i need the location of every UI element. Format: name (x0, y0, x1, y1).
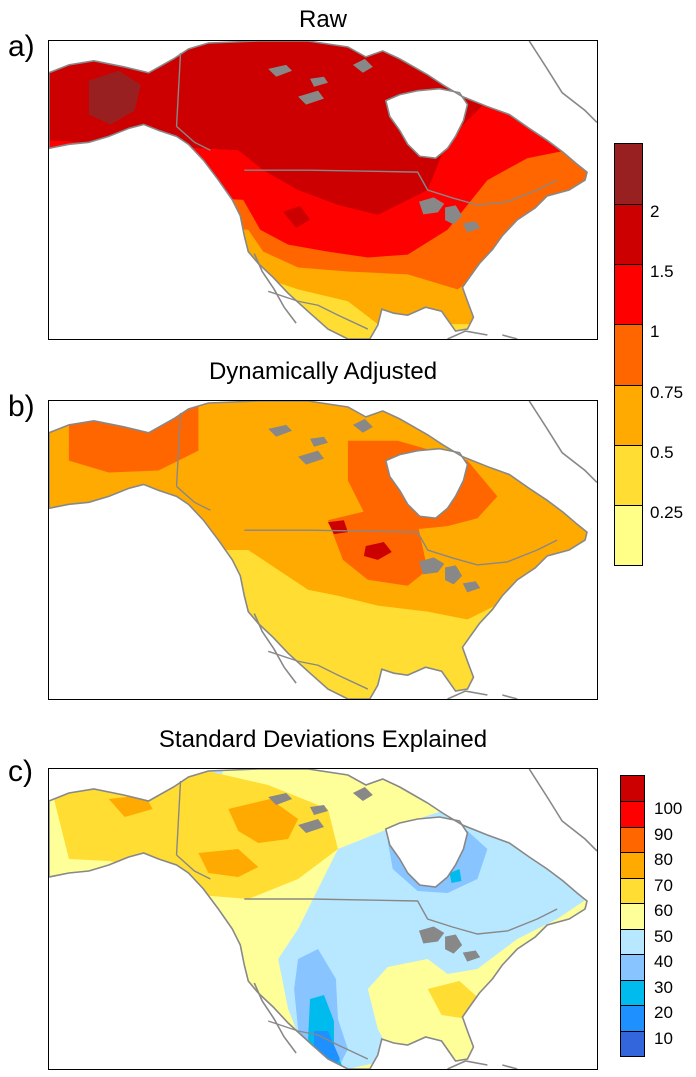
panel-c-title: Standard Deviations Explained (158, 726, 488, 753)
field-contour (283, 205, 311, 228)
colorbar-segment (621, 979, 644, 1006)
colorbar-tick-label: 20 (654, 1003, 673, 1023)
colorbar-segment (621, 1030, 644, 1056)
field-contour (449, 869, 462, 883)
colorbar-temperature (614, 143, 643, 566)
colorbar-tick-label: 100 (654, 799, 683, 819)
map-svg (49, 41, 597, 339)
colorbar-segment (615, 444, 642, 505)
political-borders (175, 780, 558, 1060)
political-borders (175, 412, 558, 690)
field-contour (427, 981, 478, 1019)
political-borders (175, 52, 558, 330)
arctic-islands (268, 418, 373, 465)
coastline (49, 41, 588, 339)
colorbar-segment (621, 826, 644, 853)
map-std-dev-explained (48, 768, 598, 1070)
colorbar-segment (615, 204, 642, 265)
colorbar-tick-label: 30 (654, 977, 673, 997)
colorbar-tick-label: 70 (654, 875, 673, 895)
field-contour (88, 70, 141, 125)
colorbar-percent (620, 775, 645, 1057)
colorbar-segment (621, 852, 644, 878)
baja-coast (253, 982, 297, 1054)
colorbar-segment (615, 264, 642, 325)
coastline (49, 769, 588, 1069)
colorbar-segment (621, 1005, 644, 1031)
colorbar-segment (621, 954, 644, 980)
panel-b-label: b) (8, 390, 35, 423)
colorbar-segment (621, 877, 644, 904)
field-contour (108, 795, 153, 817)
colorbar-segment (621, 801, 644, 827)
map-raw (48, 40, 598, 340)
great-lakes (419, 557, 481, 593)
coastline (49, 401, 588, 699)
colorbar-segment (615, 324, 642, 385)
field-contour (198, 849, 259, 877)
colorbar-tick-label: 90 (654, 824, 673, 844)
panel-a-label: a) (8, 30, 35, 63)
colorbar-tick-label: 0.5 (650, 442, 674, 462)
baja-coast (253, 613, 297, 684)
colorbar-tick-label: 0.25 (650, 502, 684, 522)
map-svg (49, 769, 597, 1069)
field-layer (49, 769, 588, 1069)
colorbar-tick-label: 50 (654, 926, 673, 946)
field-layer (49, 401, 588, 699)
field-contour (363, 542, 392, 560)
panel-c-label: c) (8, 755, 33, 788)
greenland-coast (528, 401, 597, 484)
colorbar-tick-label: 40 (654, 952, 673, 972)
map-dynamically-adjusted (48, 400, 598, 700)
colorbar-tick-label: 1.5 (650, 262, 674, 282)
colorbar-segment (621, 928, 644, 955)
colorbar-tick-label: 1 (650, 322, 660, 342)
caribbean-coast (447, 1060, 518, 1069)
hudson-bay (384, 87, 469, 160)
panel-a-title: Raw (298, 6, 347, 33)
field-layer (49, 41, 588, 339)
colorbar-tick-label: 60 (654, 901, 673, 921)
panel-b-title: Dynamically Adjusted (208, 358, 438, 385)
arctic-islands (268, 58, 373, 105)
great-lakes (419, 926, 481, 962)
colorbar-segment (615, 384, 642, 445)
colorbar-tick-label: 2 (650, 202, 660, 222)
colorbar-tick-label: 0.75 (650, 382, 684, 402)
colorbar-segment (615, 504, 642, 565)
arctic-islands (268, 787, 373, 833)
caribbean-coast (447, 330, 518, 339)
map-svg (49, 401, 597, 699)
colorbar-segment (621, 903, 644, 929)
greenland-coast (528, 769, 597, 852)
field-contour (228, 799, 299, 843)
colorbar-tick-label: 80 (654, 850, 673, 870)
greenland-coast (528, 41, 597, 124)
baja-coast (253, 253, 297, 324)
hudson-bay (384, 816, 469, 888)
great-lakes (419, 197, 481, 233)
hudson-bay (384, 447, 469, 520)
colorbar-segment (615, 144, 642, 205)
caribbean-coast (447, 690, 518, 699)
colorbar-segment (621, 776, 644, 802)
colorbar-tick-label: 10 (654, 1028, 673, 1048)
